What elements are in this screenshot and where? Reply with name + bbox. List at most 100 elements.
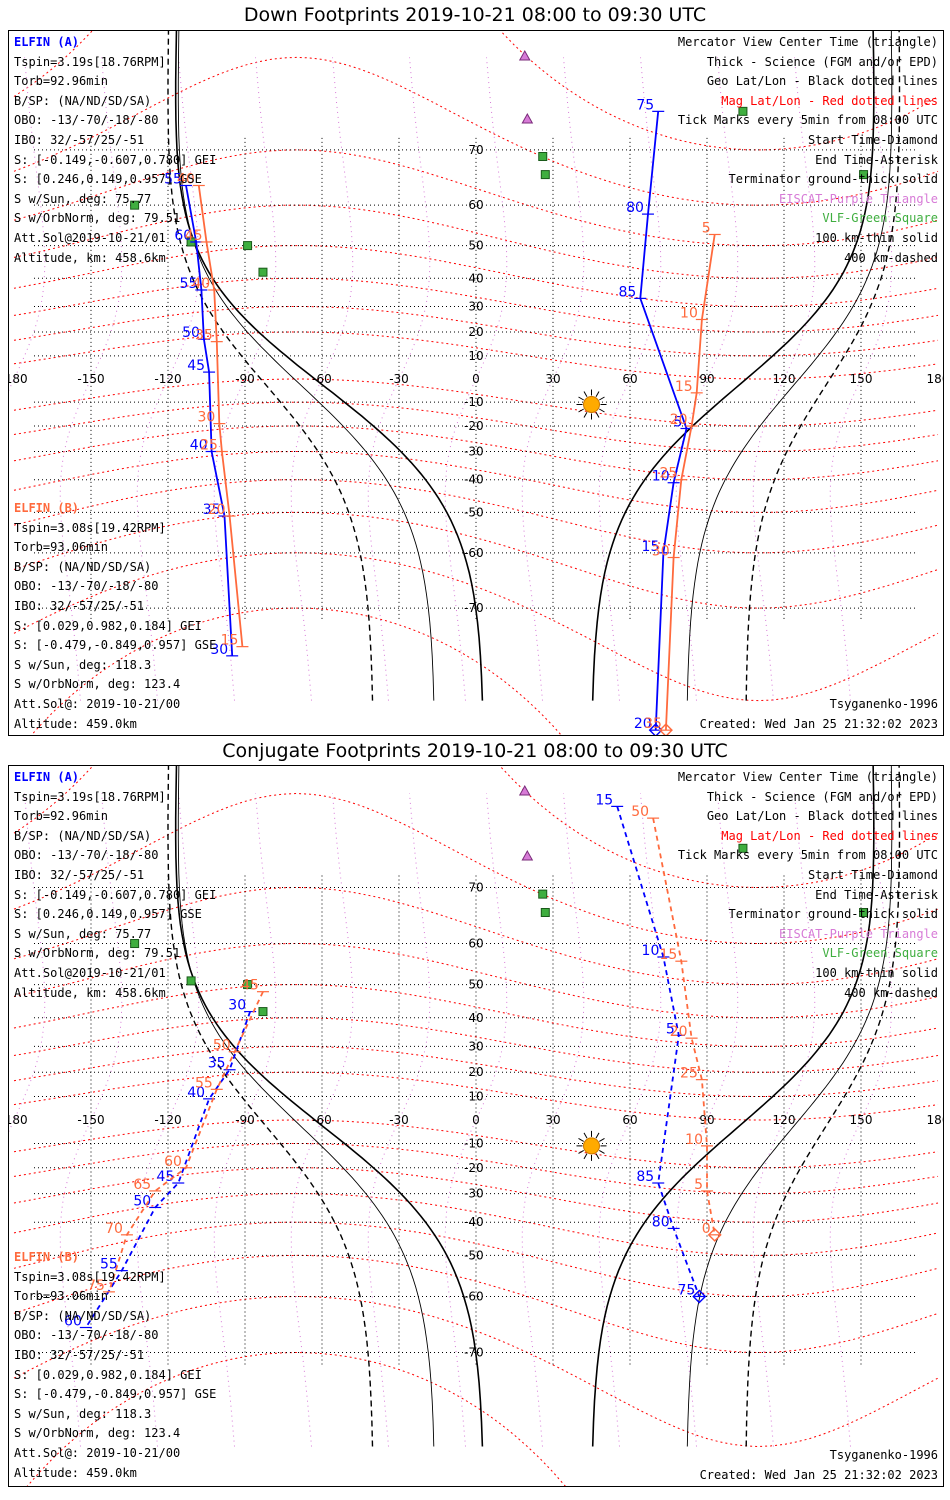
vlf-square-icon bbox=[258, 267, 268, 277]
elfin-a-line: S: [-0.149,-0.607,0.780] GEI bbox=[14, 152, 217, 167]
elfin-a-line: Att.Sol@2019-10-21/01 bbox=[14, 230, 166, 245]
elfin-b-time-label: 0 bbox=[702, 1221, 711, 1237]
elfin-b-line: S w/Sun, deg: 118.3 bbox=[14, 1406, 152, 1421]
lon-tick-label: -30 bbox=[389, 1113, 409, 1127]
elfin-a-time-label: 85 bbox=[636, 1169, 654, 1185]
elfin-a-time-label: 55 bbox=[164, 172, 182, 188]
mag-lat-line bbox=[13, 204, 939, 279]
terminator-100km-west bbox=[177, 31, 435, 701]
elfin-a-line: Torb=92.96min bbox=[14, 809, 108, 824]
lat-tick-label: 50 bbox=[468, 978, 483, 992]
vlf-square-icon bbox=[859, 170, 869, 180]
lon-tick-label: -90 bbox=[235, 372, 255, 386]
elfin-a-line: Tspin=3.19s[18.76RPM] bbox=[14, 54, 166, 69]
mag-lat-line bbox=[13, 245, 939, 308]
mag-lat-line bbox=[13, 149, 939, 247]
elfin-a-time-label: 35 bbox=[208, 1056, 226, 1072]
model-name: Tsyganenko-1996 bbox=[829, 697, 938, 711]
legend-item: Thick - Science (FGM and/or EPD) bbox=[706, 789, 938, 804]
elfin-b-time-label: 60 bbox=[164, 1154, 182, 1170]
elfin-a-line: Altitude, km: 458.6km bbox=[14, 250, 166, 265]
lat-tick-label: 30 bbox=[468, 299, 483, 313]
sun-ray bbox=[578, 1137, 584, 1142]
lon-tick-label: -60 bbox=[312, 372, 332, 386]
elfin-b-time-label: 15 bbox=[221, 633, 239, 649]
lon-tick-label: 60 bbox=[622, 372, 637, 386]
sun-ray bbox=[578, 396, 584, 401]
lon-tick-label: 180 bbox=[927, 372, 943, 386]
mag-lat-line bbox=[13, 378, 939, 427]
vlf-square-icon bbox=[243, 980, 253, 990]
sun-ray bbox=[599, 1137, 605, 1142]
elfin-a-time-label: 15 bbox=[595, 792, 613, 808]
legend-item: Mercator View Center Time (triangle) bbox=[677, 770, 938, 784]
elfin-a-info: ELFIN (A) Tspin=3.19s[18.76RPM] Torb=92.… bbox=[14, 33, 216, 268]
elfin-b-track bbox=[108, 991, 264, 1293]
mag-lat-line bbox=[13, 277, 939, 333]
lat-tick-label: -10 bbox=[464, 1137, 484, 1151]
lat-tick-label: -70 bbox=[464, 1346, 484, 1360]
elfin-a-line: S w/Sun, deg: 75.77 bbox=[14, 926, 152, 941]
vlf-square-icon bbox=[540, 907, 550, 917]
legend-item: Start Time-Diamond bbox=[807, 867, 938, 882]
mag-lat-line bbox=[13, 1167, 939, 1223]
sun-ray bbox=[595, 1132, 600, 1139]
elfin-b-line: Altitude: 459.0km bbox=[14, 716, 137, 731]
sun-ray bbox=[583, 1132, 588, 1139]
vlf-square-icon bbox=[258, 1007, 268, 1017]
elfin-b-time-label: 70 bbox=[105, 1221, 123, 1237]
elfin-a-time-label: 55 bbox=[100, 1257, 118, 1273]
elfin-a-line: B/SP: (NA/ND/SD/SA) bbox=[14, 828, 152, 843]
lon-tick-label: 0 bbox=[472, 372, 480, 386]
lat-tick-label: 10 bbox=[468, 1089, 483, 1103]
elfin-b-time-label: 15 bbox=[675, 379, 693, 395]
terminator-east bbox=[591, 31, 875, 701]
sun-ray bbox=[595, 412, 600, 418]
elfin-b-time-label: 10 bbox=[685, 1132, 703, 1148]
elfin-b-time-label: 50 bbox=[631, 804, 649, 820]
elfin-b-line: B/SP: (NA/ND/SD/SA) bbox=[14, 559, 152, 574]
terminator-100km-east bbox=[686, 766, 893, 1447]
elfin-b-time-label: 20 bbox=[670, 1024, 688, 1040]
elfin-b-name: ELFIN (B) bbox=[14, 501, 80, 515]
legend-item: End Time-Asterisk bbox=[815, 152, 938, 167]
sun-ray bbox=[578, 408, 584, 413]
elfin-b-name: ELFIN (B) bbox=[14, 1250, 80, 1264]
vlf-square-icon bbox=[540, 170, 550, 180]
eiscat-triangle-icon bbox=[518, 784, 531, 796]
model-name: Tsyganenko-1996 bbox=[829, 1448, 938, 1462]
elfin-a-time-label: 60 bbox=[64, 1314, 82, 1330]
footer-info: Tsyganenko-1996 Created: Wed Jan 25 21:3… bbox=[700, 1446, 938, 1485]
vlf-square-icon bbox=[130, 939, 140, 949]
elfin-b-time-label: 65 bbox=[133, 1177, 151, 1193]
lon-tick-label: 60 bbox=[622, 1113, 637, 1127]
elfin-b-line: Att.Sol@: 2019-10-21/00 bbox=[14, 1445, 181, 1460]
elfin-b-line: S w/OrbNorm, deg: 123.4 bbox=[14, 1426, 181, 1441]
elfin-a-line: Altitude, km: 458.6km bbox=[14, 985, 166, 1000]
lon-tick-label: -180 bbox=[9, 372, 28, 386]
elfin-a-line: OBO: -13/-70/-18/-80 bbox=[14, 113, 159, 128]
elfin-a-time-label: 85 bbox=[618, 284, 636, 300]
lat-tick-label: -40 bbox=[464, 1215, 484, 1229]
elfin-b-time-label: 25 bbox=[660, 466, 678, 482]
lon-tick-label: 90 bbox=[699, 1113, 714, 1127]
elfin-a-line: Torb=92.96min bbox=[14, 74, 108, 89]
lon-tick-label: -30 bbox=[389, 372, 409, 386]
sun-ray bbox=[599, 396, 605, 401]
elfin-a-time-label: 35 bbox=[203, 502, 221, 518]
mag-lat-line bbox=[30, 607, 562, 735]
elfin-a-track bbox=[185, 185, 234, 656]
lon-tick-label: 120 bbox=[773, 372, 796, 386]
mag-lat-line bbox=[13, 305, 939, 357]
legend-item: EISCAT-Purple Triangle bbox=[779, 191, 938, 206]
mag-lat-line bbox=[13, 479, 939, 554]
terminator-100km-west bbox=[177, 766, 435, 1447]
elfin-b-time-label: 30 bbox=[652, 544, 670, 560]
elfin-b-line: S: [-0.479,-0.849,0.957] GSE bbox=[14, 638, 217, 653]
elfin-b-line: Torb=93.06min bbox=[14, 540, 108, 555]
lat-tick-label: 50 bbox=[468, 239, 483, 253]
lat-tick-label: -30 bbox=[464, 1187, 484, 1201]
start-time-diamond-icon bbox=[658, 723, 673, 735]
elfin-a-line: IBO: 32/-57/25/-51 bbox=[14, 867, 145, 882]
lat-tick-label: 10 bbox=[468, 349, 483, 363]
